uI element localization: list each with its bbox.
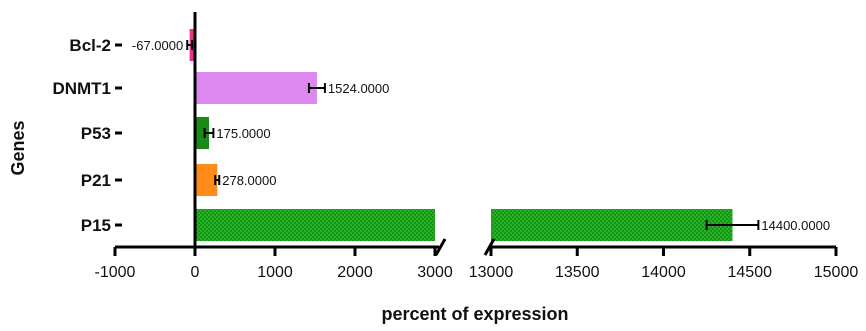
x-tick-label-13000: 13000: [469, 264, 514, 281]
bar-dnmt1: [195, 72, 317, 104]
x-tick-label-14500: 14500: [728, 264, 773, 281]
data-label-p15: 14400.0000: [761, 218, 830, 233]
axes-layer: [113, 12, 838, 256]
data-label-p53: 175.0000: [216, 126, 270, 141]
x-tick-label-0: 0: [191, 264, 200, 281]
bar-p53: [195, 117, 209, 149]
category-label-p21: P21: [81, 171, 111, 190]
data-label-dnmt1: 1524.0000: [328, 81, 389, 96]
axis-break-mark-left: [434, 238, 447, 256]
category-label-p15: P15: [81, 216, 111, 235]
x-tick-label-13500: 13500: [555, 264, 600, 281]
bar-p15-segment-1: [195, 209, 435, 241]
x-tick-label-14000: 14000: [641, 264, 686, 281]
x-tick-label-2000: 2000: [337, 264, 373, 281]
category-label-dnmt1: DNMT1: [52, 79, 111, 98]
bar-p15-segment-2: [491, 209, 733, 241]
data-label-p21: 278.0000: [222, 173, 276, 188]
bar-p21: [195, 164, 218, 196]
y-axis-title: Genes: [8, 120, 28, 175]
x-tick-label-3000: 3000: [417, 264, 453, 281]
data-label-bcl-2: -67.0000: [132, 38, 183, 53]
category-label-p53: P53: [81, 124, 111, 143]
x-tick-label-1000: 1000: [257, 264, 293, 281]
x-tick-label--1000: -1000: [95, 264, 136, 281]
x-axis-title: percent of expression: [381, 304, 568, 324]
labels-layer: -67.0000 Bcl-2 1524.0000 DNMT1 175.0000 P53 27…: [52, 36, 858, 281]
bars-layer: [186, 29, 760, 241]
x-tick-label-15000: 15000: [814, 264, 859, 281]
category-label-bcl-2: Bcl-2: [69, 36, 111, 55]
